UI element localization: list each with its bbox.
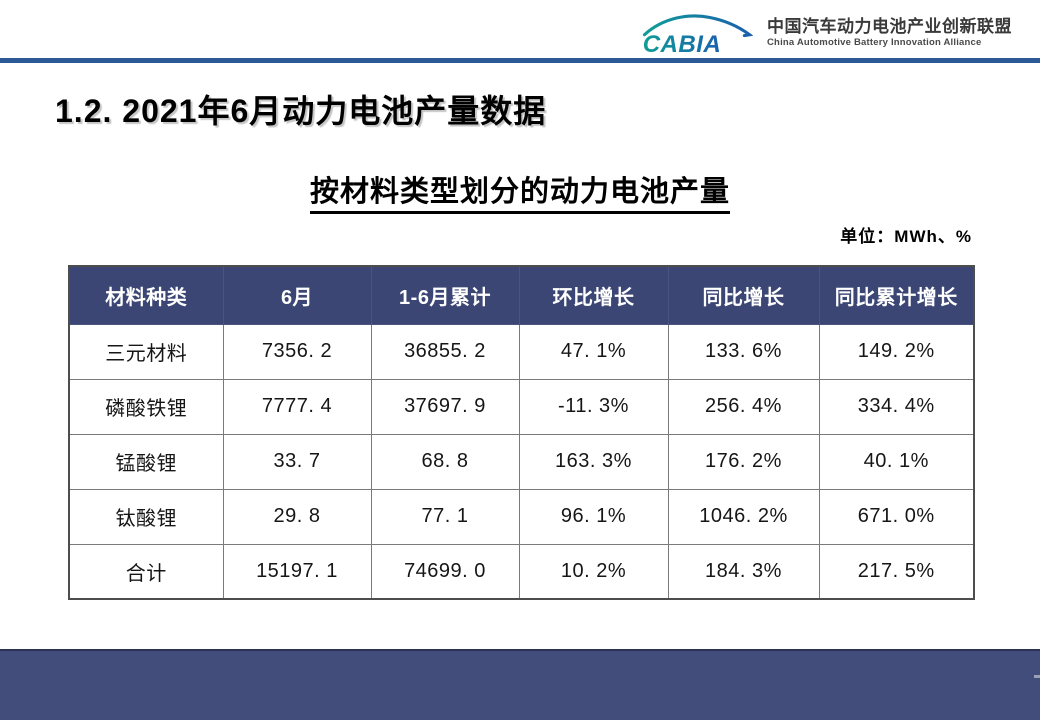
cell-value: 7777. 4 bbox=[222, 378, 372, 435]
org-name-en: China Automotive Battery Innovation Alli… bbox=[767, 37, 982, 49]
table-row: 磷酸铁锂 7777. 4 37697. 9 -11. 3% 256. 4% 33… bbox=[68, 378, 975, 435]
slide-subtitle: 按材料类型划分的动力电池产量 bbox=[0, 168, 1040, 214]
production-table: 材料种类 6月 1-6月累计 环比增长 同比增长 同比累计增长 三元材料 735… bbox=[68, 265, 975, 600]
cell-material: 三元材料 bbox=[68, 323, 224, 380]
col-header-yoy-cum-growth: 同比累计增长 bbox=[818, 265, 975, 325]
cell-value: 163. 3% bbox=[518, 433, 669, 490]
cell-material: 锰酸锂 bbox=[68, 433, 224, 490]
table-row-total: 合计 15197. 1 74699. 0 10. 2% 184. 3% 217.… bbox=[68, 543, 975, 600]
cell-value: 671. 0% bbox=[818, 488, 975, 545]
cell-value: 96. 1% bbox=[518, 488, 669, 545]
cell-value: 77. 1 bbox=[370, 488, 520, 545]
col-header-cumulative: 1-6月累计 bbox=[370, 265, 520, 325]
cell-value: 29. 8 bbox=[222, 488, 372, 545]
col-header-material: 材料种类 bbox=[68, 265, 224, 325]
cell-value: 47. 1% bbox=[518, 323, 669, 380]
cell-value: 149. 2% bbox=[818, 323, 975, 380]
footer-bar bbox=[0, 649, 1040, 720]
cell-value: 40. 1% bbox=[818, 433, 975, 490]
unit-label: 单位：MWh、% bbox=[840, 227, 972, 246]
cell-value: -11. 3% bbox=[518, 378, 669, 435]
car-swoosh-icon bbox=[642, 14, 753, 38]
cell-value: 74699. 0 bbox=[370, 543, 520, 600]
header: CABIA 中国汽车动力电池产业创新联盟 China Automotive Ba… bbox=[0, 0, 1040, 58]
cell-value: 176. 2% bbox=[667, 433, 820, 490]
table-row: 锰酸锂 33. 7 68. 8 163. 3% 176. 2% 40. 1% bbox=[68, 433, 975, 490]
org-name-cn: 中国汽车动力电池产业创新联盟 bbox=[767, 17, 1012, 37]
slide-title: 1.2. 2021年6月动力电池产量数据 bbox=[55, 93, 547, 129]
cell-value: 256. 4% bbox=[667, 378, 820, 435]
col-header-june: 6月 bbox=[222, 265, 372, 325]
cell-value: 10. 2% bbox=[518, 543, 669, 600]
col-header-mom-growth: 环比增长 bbox=[518, 265, 669, 325]
cell-value: 15197. 1 bbox=[222, 543, 372, 600]
table-row: 钛酸锂 29. 8 77. 1 96. 1% 1046. 2% 671. 0% bbox=[68, 488, 975, 545]
logo-abbr: CABIA bbox=[643, 31, 722, 56]
cell-value: 7356. 2 bbox=[222, 323, 372, 380]
cell-value: 36855. 2 bbox=[370, 323, 520, 380]
org-names: 中国汽车动力电池产业创新联盟 China Automotive Battery … bbox=[767, 16, 1012, 50]
cell-value: 33. 7 bbox=[222, 433, 372, 490]
cell-value: 1046. 2% bbox=[667, 488, 820, 545]
cell-material: 钛酸锂 bbox=[68, 488, 224, 545]
table-header: 材料种类 6月 1-6月累计 环比增长 同比增长 同比累计增长 bbox=[68, 265, 975, 325]
table-header-row: 材料种类 6月 1-6月累计 环比增长 同比增长 同比累计增长 bbox=[68, 265, 975, 325]
cell-value: 334. 4% bbox=[818, 378, 975, 435]
cell-value: 68. 8 bbox=[370, 433, 520, 490]
table-row: 三元材料 7356. 2 36855. 2 47. 1% 133. 6% 149… bbox=[68, 323, 975, 380]
col-header-yoy-growth: 同比增长 bbox=[667, 265, 820, 325]
header-divider bbox=[0, 58, 1040, 63]
cell-value: 184. 3% bbox=[667, 543, 820, 600]
cell-value: 217. 5% bbox=[818, 543, 975, 600]
cell-value: 37697. 9 bbox=[370, 378, 520, 435]
cabia-logo-icon: CABIA bbox=[642, 14, 753, 56]
cell-value: 133. 6% bbox=[667, 323, 820, 380]
cell-material: 合计 bbox=[68, 543, 224, 600]
slide-subtitle-text: 按材料类型划分的动力电池产量 bbox=[309, 176, 730, 214]
edge-mark bbox=[1034, 675, 1040, 678]
cell-material: 磷酸铁锂 bbox=[68, 378, 224, 435]
table-body: 三元材料 7356. 2 36855. 2 47. 1% 133. 6% 149… bbox=[68, 323, 975, 600]
cabia-logo: CABIA 中国汽车动力电池产业创新联盟 China Automotive Ba… bbox=[641, 10, 1012, 56]
